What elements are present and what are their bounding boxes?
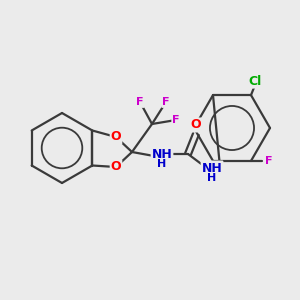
Text: NH: NH	[202, 161, 222, 175]
Text: F: F	[136, 97, 144, 107]
Text: O: O	[111, 130, 121, 143]
Text: NH: NH	[152, 148, 172, 160]
Text: F: F	[172, 115, 180, 125]
Text: H: H	[207, 173, 217, 183]
Text: H: H	[158, 159, 166, 169]
Text: Cl: Cl	[248, 75, 262, 88]
Text: O: O	[111, 160, 121, 173]
Text: F: F	[162, 97, 170, 107]
Text: O: O	[191, 118, 201, 131]
Text: F: F	[265, 156, 273, 166]
